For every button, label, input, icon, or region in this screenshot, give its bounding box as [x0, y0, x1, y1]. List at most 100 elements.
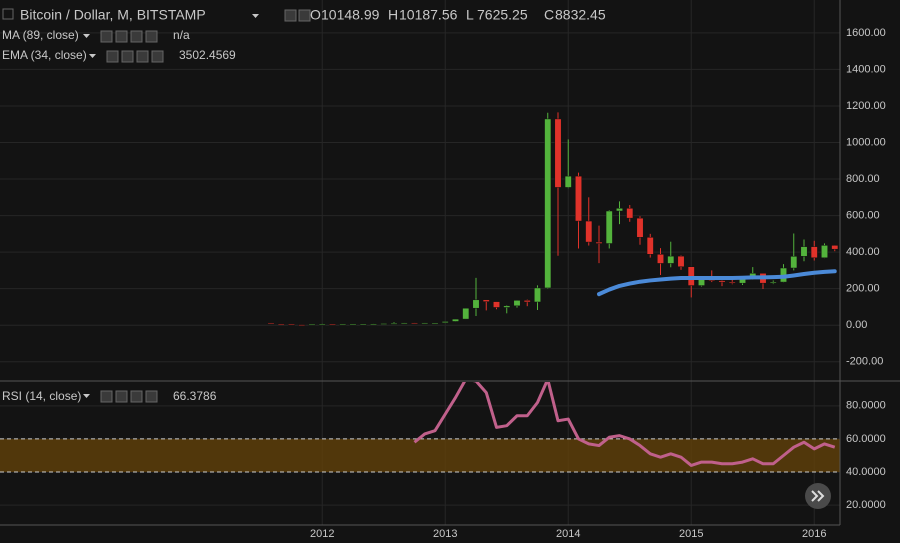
candle-body — [605, 210, 613, 244]
candle-body — [790, 256, 798, 269]
candle-body — [339, 324, 347, 326]
candle-body — [308, 324, 316, 326]
candle-body — [370, 323, 377, 326]
candle-body — [452, 318, 459, 322]
candle-body — [544, 118, 552, 289]
x-tick-label: 2016 — [802, 528, 826, 540]
candle-body — [411, 322, 418, 325]
ohlc-value: 10187.56 — [399, 7, 458, 23]
candle-body — [288, 324, 295, 326]
candle-body — [441, 321, 449, 323]
y-tick-label: 1200.00 — [846, 100, 886, 112]
scroll-button-icon[interactable] — [811, 490, 825, 502]
x-tick-label: 2013 — [433, 528, 457, 540]
candle-body — [831, 245, 839, 250]
y-tick-label: 60.0000 — [846, 433, 886, 445]
candle-body — [277, 323, 285, 325]
icon[interactable] — [145, 390, 158, 403]
ohlc-label: L — [466, 7, 474, 23]
candle-body — [482, 299, 490, 302]
y-tick-label: 1000.00 — [846, 136, 886, 148]
candle-body — [472, 299, 480, 309]
candle-body — [595, 241, 603, 244]
candle-body — [554, 118, 562, 188]
y-tick-label: 800.00 — [846, 173, 880, 185]
y-tick-label: 200.00 — [846, 283, 880, 295]
y-tick-label: 1400.00 — [846, 63, 886, 75]
candle-body — [267, 322, 275, 325]
candle-body — [359, 323, 367, 326]
y-tick-label: 0.00 — [846, 319, 867, 331]
indicator-name: MA (89, close) — [2, 28, 79, 42]
candle-body — [400, 322, 408, 325]
candle-body — [677, 255, 685, 267]
candle-body — [298, 324, 306, 326]
ema-line — [597, 269, 837, 297]
candle-body — [657, 254, 664, 264]
candle-body — [349, 324, 357, 326]
icon[interactable] — [136, 50, 149, 63]
icon[interactable] — [298, 9, 311, 22]
indicator-name: RSI (14, close) — [2, 389, 81, 403]
icon[interactable] — [100, 390, 113, 403]
candle-body — [493, 301, 500, 308]
labels: -200.00 0.00 200.00 400.00 600.00 800.00 1000.… — [2, 7, 886, 540]
y-tick-label: 40.0000 — [846, 466, 886, 478]
ohlc-value: 8832.45 — [555, 7, 606, 23]
indicator-value: 3502.4569 — [179, 48, 236, 62]
candle-body — [636, 217, 644, 238]
scroll-button[interactable] — [805, 483, 831, 509]
dropdown-arrow[interactable] — [83, 394, 90, 398]
dropdown-arrow[interactable] — [83, 34, 90, 38]
dropdown-arrow[interactable] — [89, 54, 96, 58]
candle-body — [318, 323, 326, 326]
candle-body — [431, 322, 439, 324]
chart-title: Bitcoin / Dollar, M, BITSTAMP — [20, 7, 206, 23]
icon[interactable] — [130, 390, 143, 403]
candle-body — [626, 208, 634, 219]
candle-body — [390, 323, 398, 325]
icon[interactable] — [106, 50, 119, 63]
candle-body — [503, 305, 511, 308]
dropdown-arrows — [83, 14, 259, 398]
icon[interactable] — [145, 30, 158, 43]
ohlc-label: O — [310, 7, 321, 23]
ohlc-label: C — [544, 7, 554, 23]
x-tick-label: 2014 — [556, 528, 580, 540]
collapse-icon[interactable] — [2, 8, 14, 20]
candles — [267, 112, 839, 326]
icon[interactable] — [284, 9, 297, 22]
ohlc-value: 10148.99 — [321, 7, 380, 23]
candle-body — [421, 322, 429, 325]
candle-body — [329, 323, 336, 326]
indicator-value: 66.3786 — [173, 389, 217, 403]
grid — [0, 0, 840, 525]
rsi-line — [413, 382, 836, 467]
ohlc-value: 7625.25 — [477, 7, 528, 23]
candle-body — [534, 287, 541, 303]
candle-body — [585, 220, 593, 243]
candle-body — [810, 246, 818, 259]
icon[interactable] — [115, 30, 128, 43]
y-tick-label: 400.00 — [846, 246, 880, 258]
dropdown-arrow[interactable] — [252, 14, 259, 18]
rsi-pane — [0, 382, 840, 473]
candle-body — [769, 281, 777, 284]
candle-body — [616, 208, 623, 212]
icon[interactable] — [151, 50, 164, 63]
icon[interactable] — [130, 30, 143, 43]
y-tick-label: -200.00 — [846, 356, 883, 368]
icon[interactable] — [121, 50, 134, 63]
candle-body — [728, 281, 736, 284]
candle-body — [800, 246, 808, 257]
header-icons — [2, 8, 311, 403]
candle-body — [821, 245, 828, 259]
x-tick-label: 2015 — [679, 528, 703, 540]
candle-body — [646, 237, 654, 255]
ohlc-label: H — [388, 7, 398, 23]
candle-body — [523, 300, 531, 303]
icon[interactable] — [100, 30, 113, 43]
y-tick-label: 600.00 — [846, 209, 880, 221]
icon[interactable] — [115, 390, 128, 403]
